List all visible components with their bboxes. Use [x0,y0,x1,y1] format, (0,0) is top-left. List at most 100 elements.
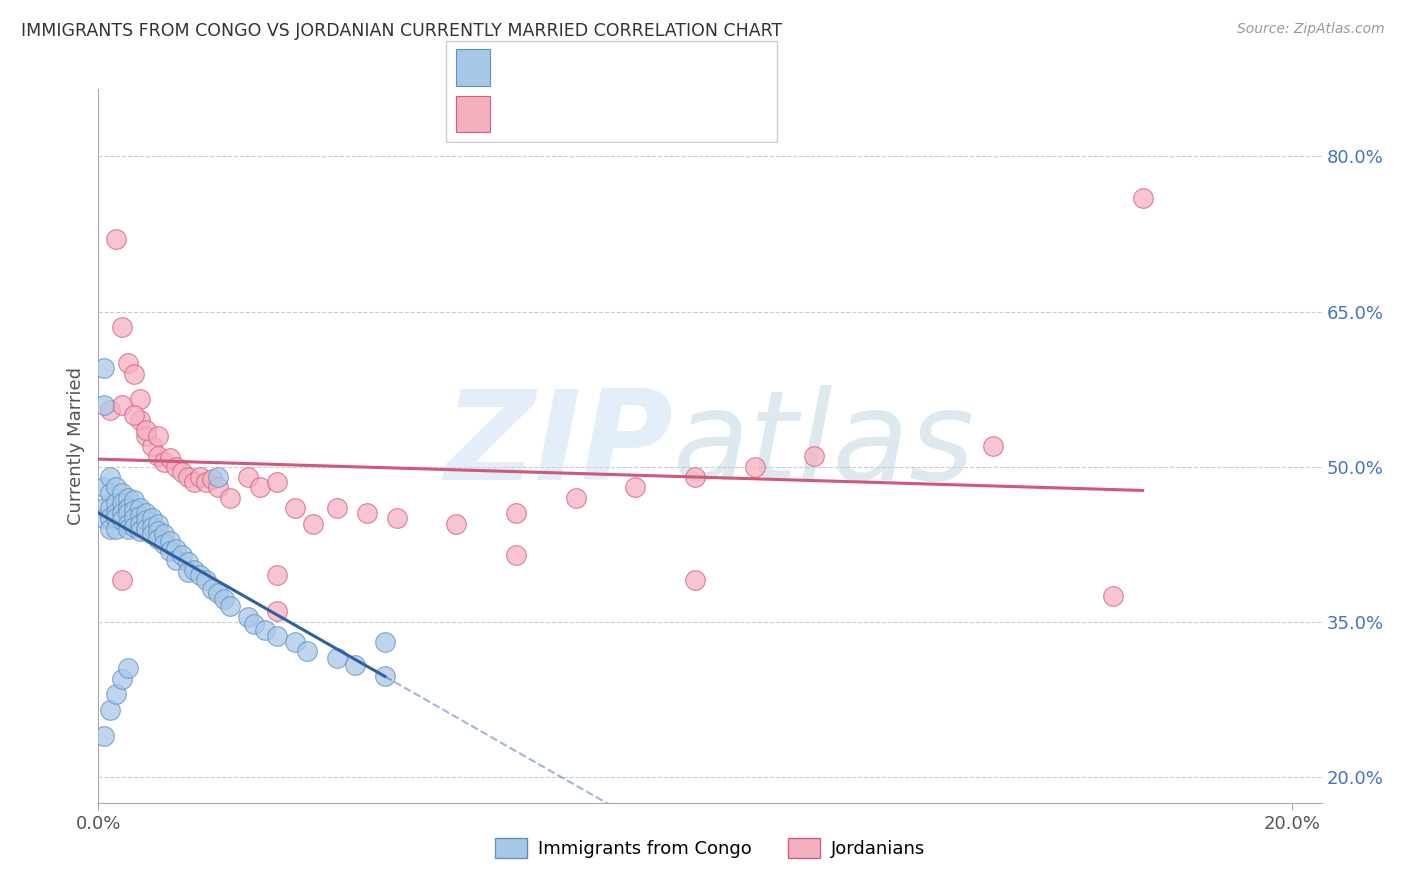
Point [1132,191,1154,205]
Point [624,480,647,494]
Point [141,511,163,525]
Point [135,424,157,438]
Point [146,450,169,464]
Point [207,470,229,484]
Point [135,513,157,527]
Point [141,527,163,541]
Point [111,513,134,527]
Point [98,522,121,536]
Point [93,729,115,743]
Point [159,534,181,549]
Point [146,428,169,442]
Point [159,451,181,466]
Point [266,605,288,619]
Point [98,470,121,484]
Point [105,232,128,246]
Point [170,465,193,479]
Point [177,470,200,484]
Point [146,532,169,546]
FancyBboxPatch shape [457,49,491,87]
Point [111,574,134,588]
Point [93,361,115,376]
Point [122,511,145,525]
Point [117,491,139,505]
Text: R =: R = [503,105,543,123]
Text: 0.189: 0.189 [551,105,614,123]
Point [983,439,1005,453]
Point [218,599,240,614]
Point [135,428,157,442]
Point [129,516,152,531]
Point [111,496,134,510]
Point [129,501,152,516]
Point [212,592,235,607]
Point [201,582,224,596]
Point [385,511,408,525]
Point [165,459,187,474]
Text: atlas: atlas [673,385,976,507]
Point [683,470,706,484]
Point [98,511,121,525]
Point [177,555,200,569]
Point [297,644,319,658]
Point [153,454,176,468]
Point [129,509,152,524]
Point [744,459,766,474]
Point [446,516,468,531]
Point [122,367,145,381]
Point [105,511,128,525]
Point [159,544,181,558]
Point [194,574,217,588]
Point [683,574,706,588]
Point [201,472,224,486]
Point [111,485,134,500]
Text: N =: N = [638,59,679,77]
Point [141,519,163,533]
Point [111,320,134,334]
Point [111,398,134,412]
Point [117,356,139,370]
Text: Source: ZipAtlas.com: Source: ZipAtlas.com [1237,22,1385,37]
Point [165,542,187,557]
Point [326,651,349,665]
Point [374,635,396,649]
Point [177,565,200,579]
Point [188,470,211,484]
Point [170,548,193,562]
Point [105,480,128,494]
Point [236,470,259,484]
Point [98,485,121,500]
Point [803,450,825,464]
Point [146,524,169,538]
Point [284,635,307,649]
Point [117,522,139,536]
Point [129,413,152,427]
Point [98,703,121,717]
Point [242,616,264,631]
Point [105,496,128,510]
Point [135,522,157,536]
Point [183,475,205,490]
Point [505,506,527,520]
Point [183,563,205,577]
Point [117,516,139,531]
Point [153,537,176,551]
Point [98,501,121,516]
Text: IMMIGRANTS FROM CONGO VS JORDANIAN CURRENTLY MARRIED CORRELATION CHART: IMMIGRANTS FROM CONGO VS JORDANIAN CURRE… [21,22,782,40]
Point [1101,589,1123,603]
Point [374,668,396,682]
Point [165,553,187,567]
Point [111,672,134,686]
Text: ZIP: ZIP [444,385,673,507]
Text: -0.215: -0.215 [551,59,616,77]
Point [129,392,152,407]
Point [105,687,128,701]
Point [207,586,229,600]
Point [236,609,259,624]
Point [93,480,115,494]
Legend: Immigrants from Congo, Jordanians: Immigrants from Congo, Jordanians [488,830,932,865]
Point [122,519,145,533]
Point [117,506,139,520]
Point [266,568,288,582]
FancyBboxPatch shape [457,95,491,132]
